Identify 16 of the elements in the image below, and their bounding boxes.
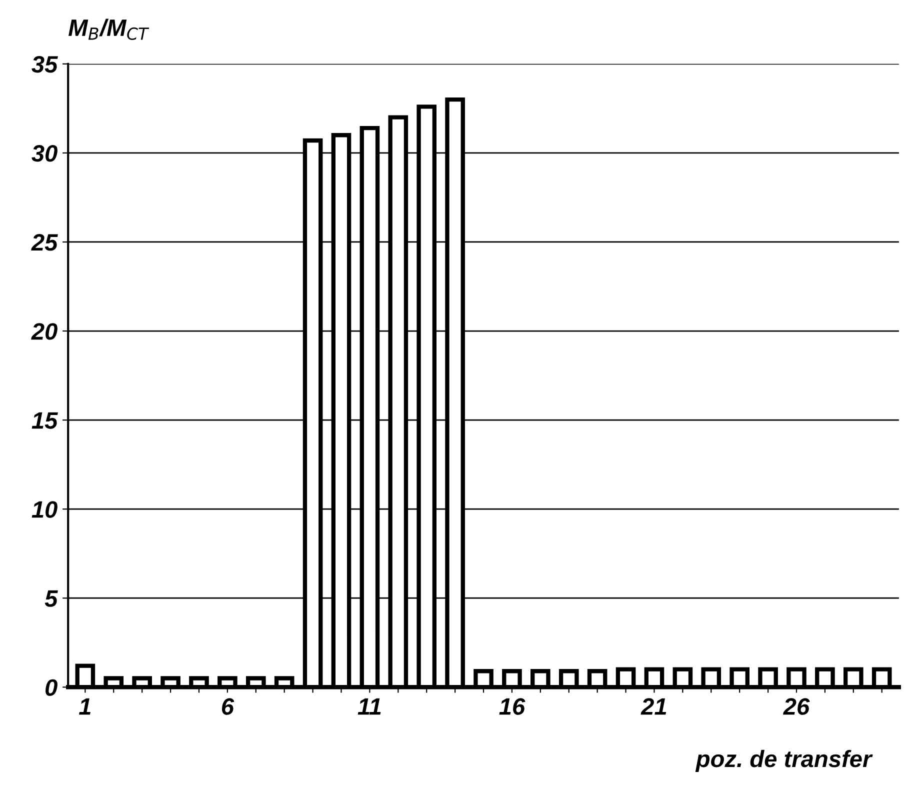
x-tick-label: 11 — [358, 698, 381, 715]
y-tick-label: 15 — [32, 412, 58, 429]
y-tick-label: 25 — [31, 234, 58, 251]
y-tick-label: 10 — [32, 501, 58, 518]
x-tick-label: 16 — [499, 698, 526, 715]
x-axis-title: poz. de transfer — [695, 750, 873, 772]
y-tick-label: 30 — [32, 145, 58, 162]
x-tick-label: 1 — [78, 698, 90, 715]
y-tick-label: 5 — [44, 590, 58, 607]
x-tick-label: 6 — [222, 698, 234, 715]
x-tick-label: 26 — [782, 698, 810, 715]
y-tick-label: 0 — [46, 679, 58, 696]
y-tick-label: 20 — [31, 323, 58, 340]
y-tick-label: 35 — [32, 56, 58, 73]
x-tick-label: 21 — [640, 698, 666, 715]
y-axis-title: M$_{B}$/M$_{CT}$ — [68, 18, 150, 40]
